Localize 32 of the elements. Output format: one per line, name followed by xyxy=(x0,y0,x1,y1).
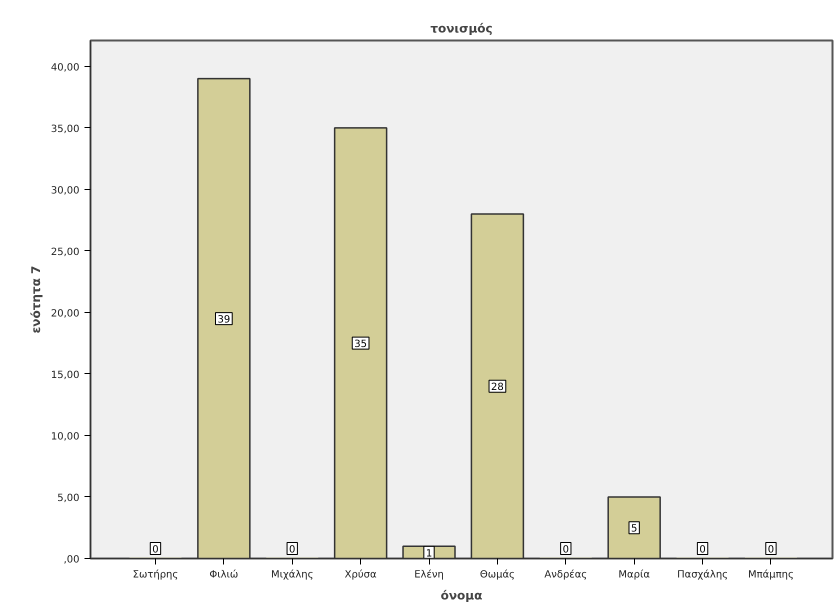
data-label: 35 xyxy=(354,339,367,350)
data-label: 0 xyxy=(768,544,774,556)
x-tick-label: Χρύσα xyxy=(344,570,377,580)
data-label: 39 xyxy=(217,314,230,326)
data-label: 0 xyxy=(152,544,159,556)
y-tick-label: 10,00 xyxy=(50,431,80,442)
x-axis-title: όνομα xyxy=(440,588,482,602)
data-label: 1 xyxy=(426,548,432,560)
data-label: 0 xyxy=(699,544,706,556)
x-tick-label: Μπάμπης xyxy=(748,570,794,580)
x-tick-label: Ελένη xyxy=(414,570,444,580)
y-axis-title: ενότητα 7 xyxy=(28,266,43,334)
x-tick-label: Φιλιώ xyxy=(209,570,238,580)
y-tick-label: 25,00 xyxy=(50,246,80,258)
data-label: 0 xyxy=(289,544,296,556)
y-tick-label: 15,00 xyxy=(50,370,80,381)
data-label: 0 xyxy=(562,544,569,556)
data-label: 5 xyxy=(630,524,638,535)
y-tick-label: 30,00 xyxy=(50,185,80,196)
x-tick-label: Μιχάλης xyxy=(270,570,314,580)
x-tick-label: Πασχάλης xyxy=(677,570,728,580)
x-tick-label: Μαρία xyxy=(618,570,650,580)
y-tick-label: 35,00 xyxy=(50,124,80,135)
chart-title: τονισμός xyxy=(430,22,493,36)
y-tick-label: 40,00 xyxy=(50,62,80,74)
y-tick-label: 5,00 xyxy=(57,492,80,504)
x-tick-label: Θωμάς xyxy=(480,570,515,580)
x-tick-label: Σωτήρης xyxy=(132,570,178,580)
y-tick-label: 20,00 xyxy=(50,308,80,320)
y-tick-label: ,00 xyxy=(64,554,80,566)
data-label: 28 xyxy=(491,382,504,394)
x-tick-label: Ανδρέας xyxy=(544,570,588,580)
